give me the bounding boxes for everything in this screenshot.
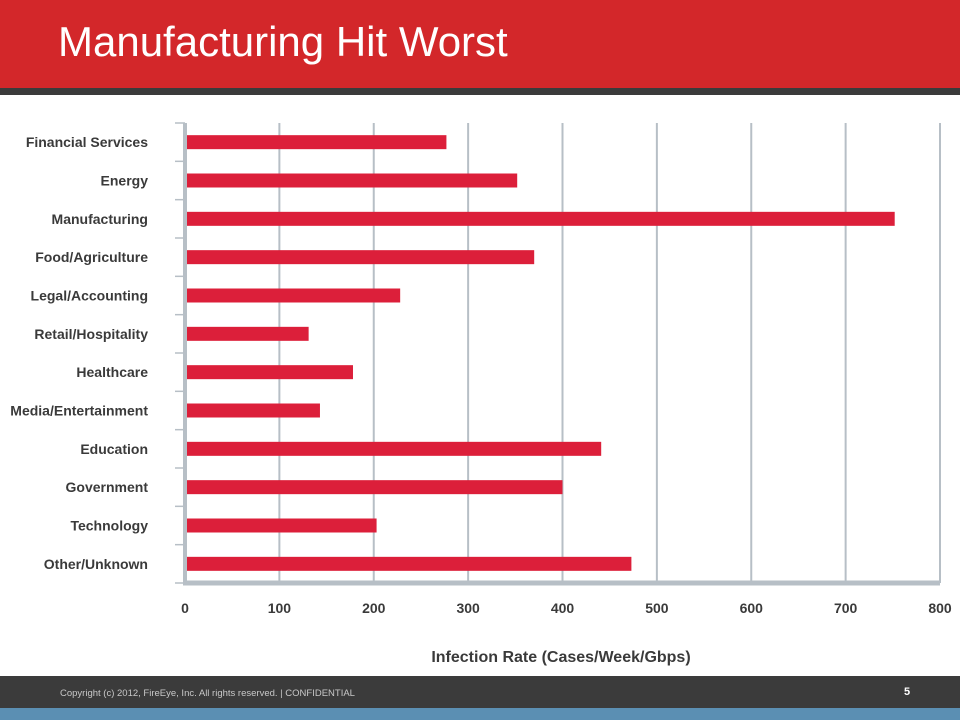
bar [187,173,518,188]
category-label: Retail/Hospitality [34,326,148,342]
bar [187,135,447,150]
footer-accent [0,708,960,720]
title-rule [0,88,960,95]
category-label: Manufacturing [52,211,148,227]
title-bar [0,0,960,88]
slide-title: Manufacturing Hit Worst [58,18,508,65]
bar [187,403,320,418]
category-label: Technology [70,518,148,534]
bar [187,365,353,380]
x-tick-label: 500 [645,600,669,616]
category-label: Financial Services [26,134,148,150]
x-tick-labels: 0 100 200 300 400 500 600 700 800 [181,600,952,616]
bar [187,518,377,533]
grid-lines [278,123,941,583]
bar [187,250,535,265]
category-label: Food/Agriculture [35,249,148,265]
bar [187,211,895,226]
bar [187,556,632,571]
category-labels: Financial Services Energy Manufacturing Foo… [10,134,148,572]
footer-bar [0,676,960,708]
copyright-text: Copyright (c) 2012, FireEye, Inc. All ri… [60,688,355,699]
x-tick-label: 400 [551,600,575,616]
x-tick-label: 0 [181,600,189,616]
x-tick-label: 800 [928,600,952,616]
bar-chart: Financial Services Energy Manufacturing Foo… [10,122,952,666]
bars [187,135,895,571]
x-tick-label: 700 [834,600,858,616]
bar [187,288,401,303]
page-number: 5 [904,686,911,698]
x-tick-label: 300 [456,600,480,616]
x-tick-label: 600 [740,600,764,616]
axes [175,122,940,586]
bar [187,441,602,456]
bar [187,480,563,495]
category-label: Government [66,479,149,495]
category-label: Healthcare [76,364,148,380]
category-label: Other/Unknown [44,556,148,572]
category-label: Energy [101,173,149,189]
x-axis-label: Infection Rate (Cases/Week/Gbps) [431,649,690,666]
bar [187,326,309,341]
category-label: Media/Entertainment [10,403,148,419]
x-tick-label: 100 [268,600,292,616]
category-label: Education [80,441,148,457]
category-label: Legal/Accounting [31,288,148,304]
x-tick-label: 200 [362,600,386,616]
